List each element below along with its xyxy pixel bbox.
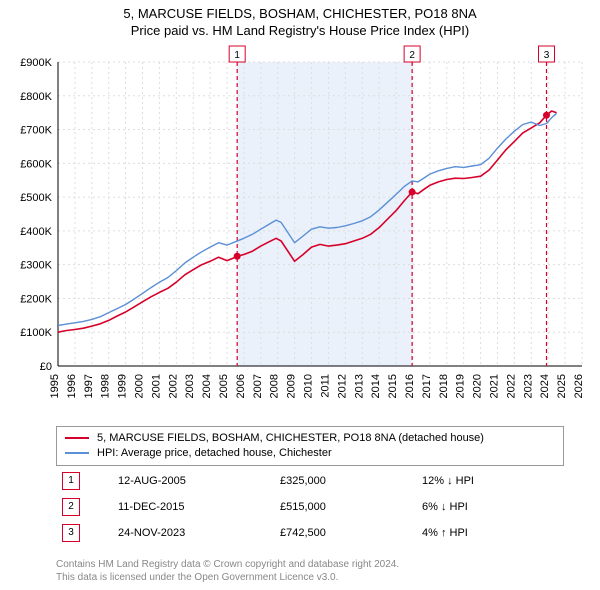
- price-chart: £0 £100K £200K £300K £400K £500K £600K £700K £80…: [10, 44, 590, 414]
- svg-text:£900K: £900K: [20, 57, 52, 69]
- svg-text:2001: 2001: [150, 374, 162, 398]
- legend-item: HPI: Average price, detached house, Chic…: [65, 446, 555, 461]
- svg-text:2026: 2026: [573, 374, 585, 398]
- svg-text:2024: 2024: [539, 374, 551, 398]
- svg-text:2020: 2020: [472, 374, 484, 398]
- svg-text:2012: 2012: [336, 374, 348, 398]
- svg-text:£100K: £100K: [20, 327, 52, 339]
- svg-text:2025: 2025: [556, 374, 568, 398]
- event-date: 11-DEC-2015: [112, 494, 274, 520]
- svg-text:1995: 1995: [49, 374, 61, 398]
- svg-text:3: 3: [544, 50, 550, 61]
- event-price: £515,000: [274, 494, 416, 520]
- legend-label: 5, MARCUSE FIELDS, BOSHAM, CHICHESTER, P…: [97, 431, 484, 446]
- title-line-2: Price paid vs. HM Land Registry's House …: [0, 23, 600, 40]
- svg-text:2004: 2004: [201, 374, 213, 398]
- footer-line-2: This data is licensed under the Open Gov…: [56, 572, 564, 585]
- svg-text:2014: 2014: [370, 374, 382, 398]
- svg-text:2010: 2010: [303, 374, 315, 398]
- legend-label: HPI: Average price, detached house, Chic…: [97, 446, 332, 461]
- svg-text:£400K: £400K: [20, 226, 52, 238]
- svg-text:2000: 2000: [134, 374, 146, 398]
- legend-swatch: [65, 437, 89, 439]
- svg-text:2005: 2005: [218, 374, 230, 398]
- svg-text:2016: 2016: [404, 374, 416, 398]
- svg-text:2017: 2017: [421, 374, 433, 398]
- svg-text:2013: 2013: [353, 374, 365, 398]
- svg-text:2015: 2015: [387, 374, 399, 398]
- svg-text:2011: 2011: [319, 374, 331, 398]
- svg-text:£800K: £800K: [20, 91, 52, 103]
- svg-text:1999: 1999: [117, 374, 129, 398]
- svg-text:2019: 2019: [455, 374, 467, 398]
- event-price: £325,000: [274, 468, 416, 494]
- svg-text:2002: 2002: [167, 374, 179, 398]
- svg-text:2021: 2021: [488, 374, 500, 398]
- svg-text:£0: £0: [40, 361, 52, 373]
- event-date: 24-NOV-2023: [112, 520, 274, 546]
- svg-text:1998: 1998: [100, 374, 112, 398]
- event-delta: 4% ↑ HPI: [416, 520, 564, 546]
- transaction-events: 1 12-AUG-2005£325,00012% ↓ HPI 2 11-DEC-201…: [56, 468, 564, 546]
- svg-text:1996: 1996: [66, 374, 78, 398]
- event-row: 2 11-DEC-2015£515,0006% ↓ HPI: [56, 494, 564, 520]
- svg-text:2023: 2023: [522, 374, 534, 398]
- event-delta: 12% ↓ HPI: [416, 468, 564, 494]
- svg-text:2022: 2022: [505, 374, 517, 398]
- svg-text:£500K: £500K: [20, 192, 52, 204]
- event-badge: 2: [62, 498, 80, 516]
- event-row: 3 24-NOV-2023£742,5004% ↑ HPI: [56, 520, 564, 546]
- title-line-1: 5, MARCUSE FIELDS, BOSHAM, CHICHESTER, P…: [0, 6, 600, 23]
- svg-text:2007: 2007: [252, 374, 264, 398]
- svg-text:£200K: £200K: [20, 293, 52, 305]
- legend-swatch: [65, 452, 89, 454]
- footer-line-1: Contains HM Land Registry data © Crown c…: [56, 559, 564, 572]
- svg-text:2003: 2003: [184, 374, 196, 398]
- footer-attribution: Contains HM Land Registry data © Crown c…: [56, 559, 564, 584]
- svg-text:2006: 2006: [235, 374, 247, 398]
- legend-item: 5, MARCUSE FIELDS, BOSHAM, CHICHESTER, P…: [65, 431, 555, 446]
- svg-text:2009: 2009: [286, 374, 298, 398]
- event-date: 12-AUG-2005: [112, 468, 274, 494]
- legend: 5, MARCUSE FIELDS, BOSHAM, CHICHESTER, P…: [56, 426, 564, 466]
- event-delta: 6% ↓ HPI: [416, 494, 564, 520]
- svg-text:2018: 2018: [438, 374, 450, 398]
- svg-text:£700K: £700K: [20, 125, 52, 137]
- event-price: £742,500: [274, 520, 416, 546]
- event-badge: 3: [62, 524, 80, 542]
- svg-text:2: 2: [409, 50, 415, 61]
- svg-text:£300K: £300K: [20, 260, 52, 272]
- svg-text:£600K: £600K: [20, 158, 52, 170]
- event-row: 1 12-AUG-2005£325,00012% ↓ HPI: [56, 468, 564, 494]
- svg-text:2008: 2008: [269, 374, 281, 398]
- event-badge: 1: [62, 472, 80, 490]
- svg-text:1997: 1997: [83, 374, 95, 398]
- svg-text:1: 1: [234, 50, 240, 61]
